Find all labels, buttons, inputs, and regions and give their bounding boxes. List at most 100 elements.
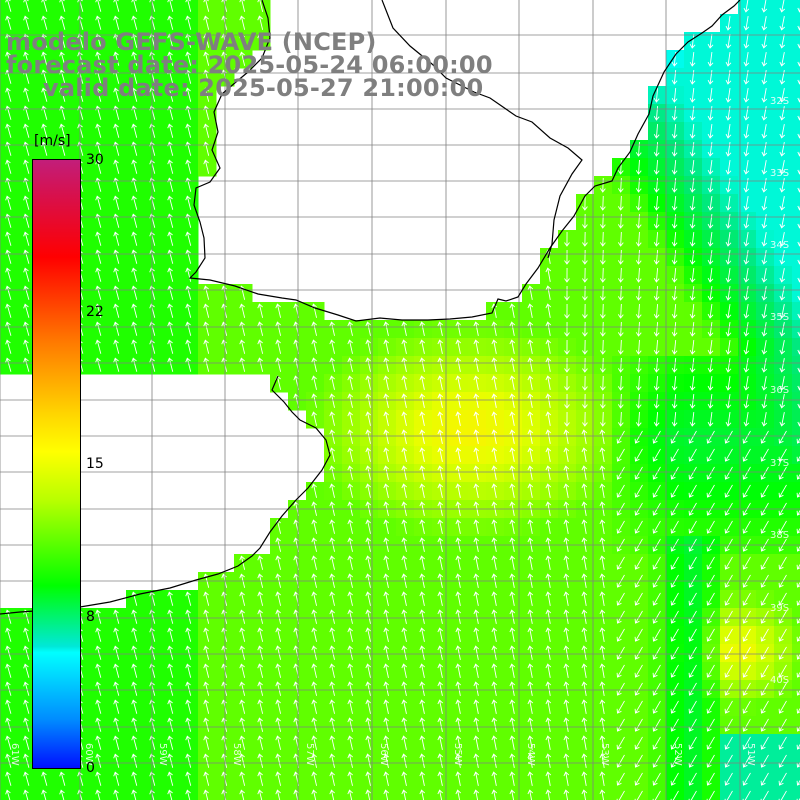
- wind-arrow: [113, 339, 120, 354]
- wind-arrow: [23, 267, 30, 282]
- wind-arrow: [599, 429, 606, 444]
- wind-arrow: [23, 285, 30, 300]
- wind-arrow: [582, 321, 588, 337]
- wind-arrow: [401, 465, 408, 480]
- wind-arrow: [564, 357, 570, 373]
- wind-arrow: [23, 87, 30, 102]
- wind-cell: [792, 716, 800, 735]
- wind-arrow: [564, 339, 570, 355]
- wind-arrow: [383, 339, 390, 354]
- wind-arrow: [743, 52, 750, 67]
- wind-arrow: [743, 0, 750, 13]
- wind-arrow: [383, 321, 390, 336]
- wind-arrow: [760, 520, 769, 534]
- wind-arrow: [203, 51, 210, 66]
- wind-arrow: [599, 411, 606, 427]
- wind-arrow: [725, 16, 732, 31]
- wind-arrow: [203, 15, 210, 30]
- wind-arrow: [365, 429, 371, 444]
- wind-arrow: [635, 213, 642, 229]
- wind-arrow: [707, 142, 714, 157]
- wind-arrow: [473, 519, 480, 534]
- wind-arrow: [473, 411, 480, 426]
- wind-arrow: [509, 303, 516, 318]
- colorbar: [32, 159, 81, 769]
- wind-arrow: [725, 358, 732, 373]
- wind-arrow: [239, 357, 246, 372]
- wind-arrow: [760, 430, 769, 444]
- wind-arrow: [796, 538, 800, 552]
- wind-arrow: [779, 16, 786, 31]
- wind-arrow: [689, 231, 696, 247]
- wind-arrow: [689, 393, 696, 409]
- wind-arrow: [689, 33, 696, 49]
- wind-arrow: [582, 231, 588, 247]
- wind-arrow: [688, 430, 697, 444]
- wind-arrow: [275, 321, 282, 336]
- wind-arrow: [616, 466, 625, 480]
- wind-arrow: [581, 483, 588, 498]
- wind-cell: [738, 788, 757, 800]
- wind-arrow: [743, 340, 750, 355]
- wind-arrow: [670, 466, 679, 480]
- wind-arrow: [779, 340, 786, 355]
- wind-arrow: [707, 394, 714, 409]
- wind-arrow: [743, 34, 750, 49]
- wind-arrow: [203, 321, 210, 336]
- wind-arrow: [23, 303, 30, 318]
- wind-arrow: [707, 376, 714, 391]
- wind-arrow: [419, 411, 426, 426]
- wind-arrow: [724, 430, 733, 444]
- wind-arrow: [582, 285, 588, 301]
- wind-arrow: [707, 160, 714, 175]
- wind-arrow: [761, 88, 768, 103]
- wind-arrow: [599, 447, 606, 462]
- wind-arrow: [582, 267, 588, 283]
- wind-arrow: [473, 465, 480, 480]
- wind-arrow: [41, 33, 48, 48]
- wind-arrow: [365, 393, 371, 408]
- wind-cell: [792, 176, 800, 195]
- wind-arrow: [689, 285, 696, 301]
- wind-arrow: [23, 51, 30, 66]
- wind-arrow: [725, 322, 732, 337]
- wind-cell: [792, 86, 800, 105]
- wind-arrow: [131, 339, 138, 354]
- wind-arrow: [383, 519, 390, 534]
- wind-arrow: [725, 124, 732, 139]
- wind-arrow: [779, 214, 786, 229]
- wind-cell: [792, 590, 800, 609]
- wind-arrow: [257, 0, 264, 12]
- wind-cell: [792, 14, 800, 33]
- wind-arrow: [59, 51, 66, 66]
- wind-cell: [774, 788, 793, 800]
- wind-arrow: [707, 52, 714, 67]
- wind-arrow: [689, 375, 696, 391]
- wind-arrow: [419, 555, 426, 570]
- colorbar-label-min: 0: [86, 760, 95, 776]
- lon-label: 51W: [745, 743, 756, 766]
- wind-arrow: [329, 321, 335, 336]
- wind-arrow: [5, 0, 12, 12]
- wind-arrow: [203, 339, 210, 354]
- wind-arrow: [131, 249, 138, 264]
- wind-arrow: [419, 321, 426, 336]
- wind-arrow: [131, 123, 138, 138]
- wind-arrow: [635, 231, 642, 247]
- wind-arrow: [347, 393, 353, 408]
- wind-arrow: [5, 339, 12, 354]
- wind-arrow: [419, 465, 426, 480]
- wind-arrow: [652, 466, 661, 480]
- wind-arrow: [743, 394, 750, 409]
- wind-arrow: [455, 519, 462, 534]
- wind-arrow: [491, 555, 498, 570]
- wind-arrow: [671, 375, 678, 391]
- wind-arrow: [706, 484, 715, 498]
- wind-cell: [666, 788, 685, 800]
- wind-cell: [792, 230, 800, 249]
- wind-arrow: [527, 519, 534, 534]
- wind-arrow: [796, 466, 800, 480]
- wind-arrow: [670, 520, 679, 534]
- wind-arrow: [635, 159, 642, 175]
- wind-arrow: [131, 87, 138, 102]
